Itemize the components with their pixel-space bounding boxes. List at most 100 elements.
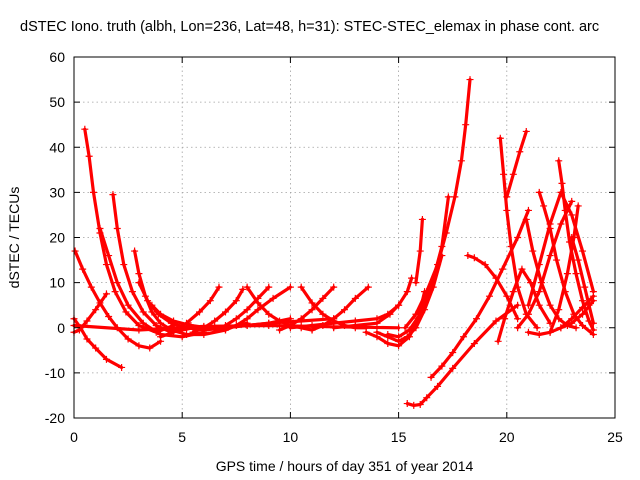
data-point [438, 362, 446, 370]
data-point [265, 310, 273, 318]
data-point [518, 265, 526, 273]
x-tick-labels: 0 5 10 15 20 25 [70, 429, 623, 445]
data-point [546, 252, 554, 260]
series-arc-28 [464, 252, 522, 323]
data-point [118, 363, 126, 371]
data-point [113, 224, 121, 232]
data-point [473, 315, 481, 323]
x-tick-label: 5 [178, 429, 186, 445]
data-point [206, 297, 214, 305]
series-line [98, 226, 206, 339]
data-point [135, 270, 143, 278]
data-point [276, 326, 284, 334]
data-point [405, 326, 413, 334]
data-point [535, 331, 543, 339]
data-point [215, 283, 223, 291]
data-point [462, 121, 470, 129]
data-point [579, 297, 587, 305]
series-arc-38 [546, 202, 582, 336]
data-point [492, 317, 500, 325]
data-point [524, 310, 532, 318]
data-point [579, 303, 587, 311]
y-tick-label: 10 [49, 275, 65, 291]
data-point [589, 297, 597, 305]
data-point [522, 127, 530, 135]
data-point [83, 317, 91, 325]
data-point [514, 324, 522, 332]
y-axis-label: dSTEC / TECUs [6, 187, 22, 289]
data-point [529, 247, 537, 255]
data-point [416, 400, 424, 408]
data-point [522, 215, 530, 223]
data-point [85, 152, 93, 160]
data-point [124, 335, 132, 343]
data-point [269, 294, 277, 302]
data-point [555, 306, 563, 314]
data-point [457, 157, 465, 165]
data-point [232, 315, 240, 323]
series-arc-31 [503, 127, 530, 201]
data-point [464, 252, 472, 260]
data-point [71, 247, 79, 255]
data-point [546, 328, 554, 336]
data-point [96, 224, 104, 232]
data-point [498, 265, 506, 273]
data-point [330, 283, 338, 291]
data-point [102, 290, 110, 298]
data-point [460, 333, 468, 341]
data-point [494, 337, 502, 345]
data-point [135, 326, 143, 334]
data-point [581, 283, 589, 291]
data-point [148, 301, 156, 309]
data-point [200, 322, 208, 330]
data-point [144, 297, 152, 305]
data-point [535, 288, 543, 296]
data-point [211, 317, 219, 325]
data-point [579, 310, 587, 318]
data-point [418, 215, 426, 223]
series-line [403, 78, 472, 330]
data-point [384, 340, 392, 348]
data-point [427, 373, 435, 381]
data-point [485, 292, 493, 300]
series-arc-35 [535, 188, 597, 339]
x-axis-label: GPS time / hours of day 351 of year 2014 [216, 458, 474, 474]
data-point [243, 315, 251, 323]
data-point [572, 270, 580, 278]
data-point [503, 292, 511, 300]
data-point [395, 301, 403, 309]
data-point [135, 279, 143, 287]
data-point [139, 319, 147, 327]
data-point [131, 247, 139, 255]
data-point [540, 202, 548, 210]
data-point [449, 364, 457, 372]
data-point [373, 328, 381, 336]
data-point [403, 333, 411, 341]
y-tick-label: 40 [49, 139, 65, 155]
data-point [128, 288, 136, 296]
data-point [395, 324, 403, 332]
data-point [579, 321, 587, 329]
data-point [524, 206, 532, 214]
data-point [254, 299, 262, 307]
data-point [239, 285, 247, 293]
series-arc-05 [109, 191, 191, 336]
x-tick-label: 0 [70, 429, 78, 445]
data-point [423, 288, 431, 296]
data-point [555, 157, 563, 165]
data-point [496, 134, 504, 142]
y-tick-labels: -20 -10 0 10 20 30 40 50 60 [45, 49, 65, 426]
data-point [362, 328, 370, 336]
data-point [574, 202, 582, 210]
data-point [395, 333, 403, 341]
data-point [120, 261, 128, 269]
series-line [191, 287, 245, 334]
data-point [403, 288, 411, 296]
data-point [535, 188, 543, 196]
series-line [72, 323, 401, 332]
data-point [410, 401, 418, 409]
data-point [589, 319, 597, 327]
x-tick-label: 10 [283, 429, 299, 445]
data-point [319, 310, 327, 318]
